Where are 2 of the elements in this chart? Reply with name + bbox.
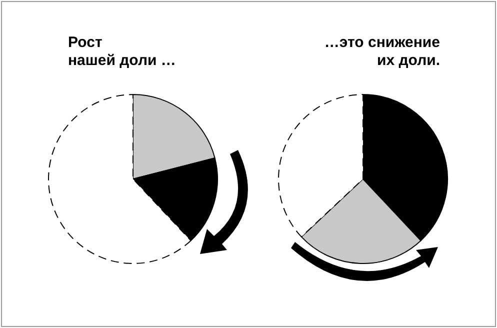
- chart-title: Рост нашей доли …: [68, 34, 176, 70]
- chart-title: …это снижение их доли.: [324, 34, 440, 70]
